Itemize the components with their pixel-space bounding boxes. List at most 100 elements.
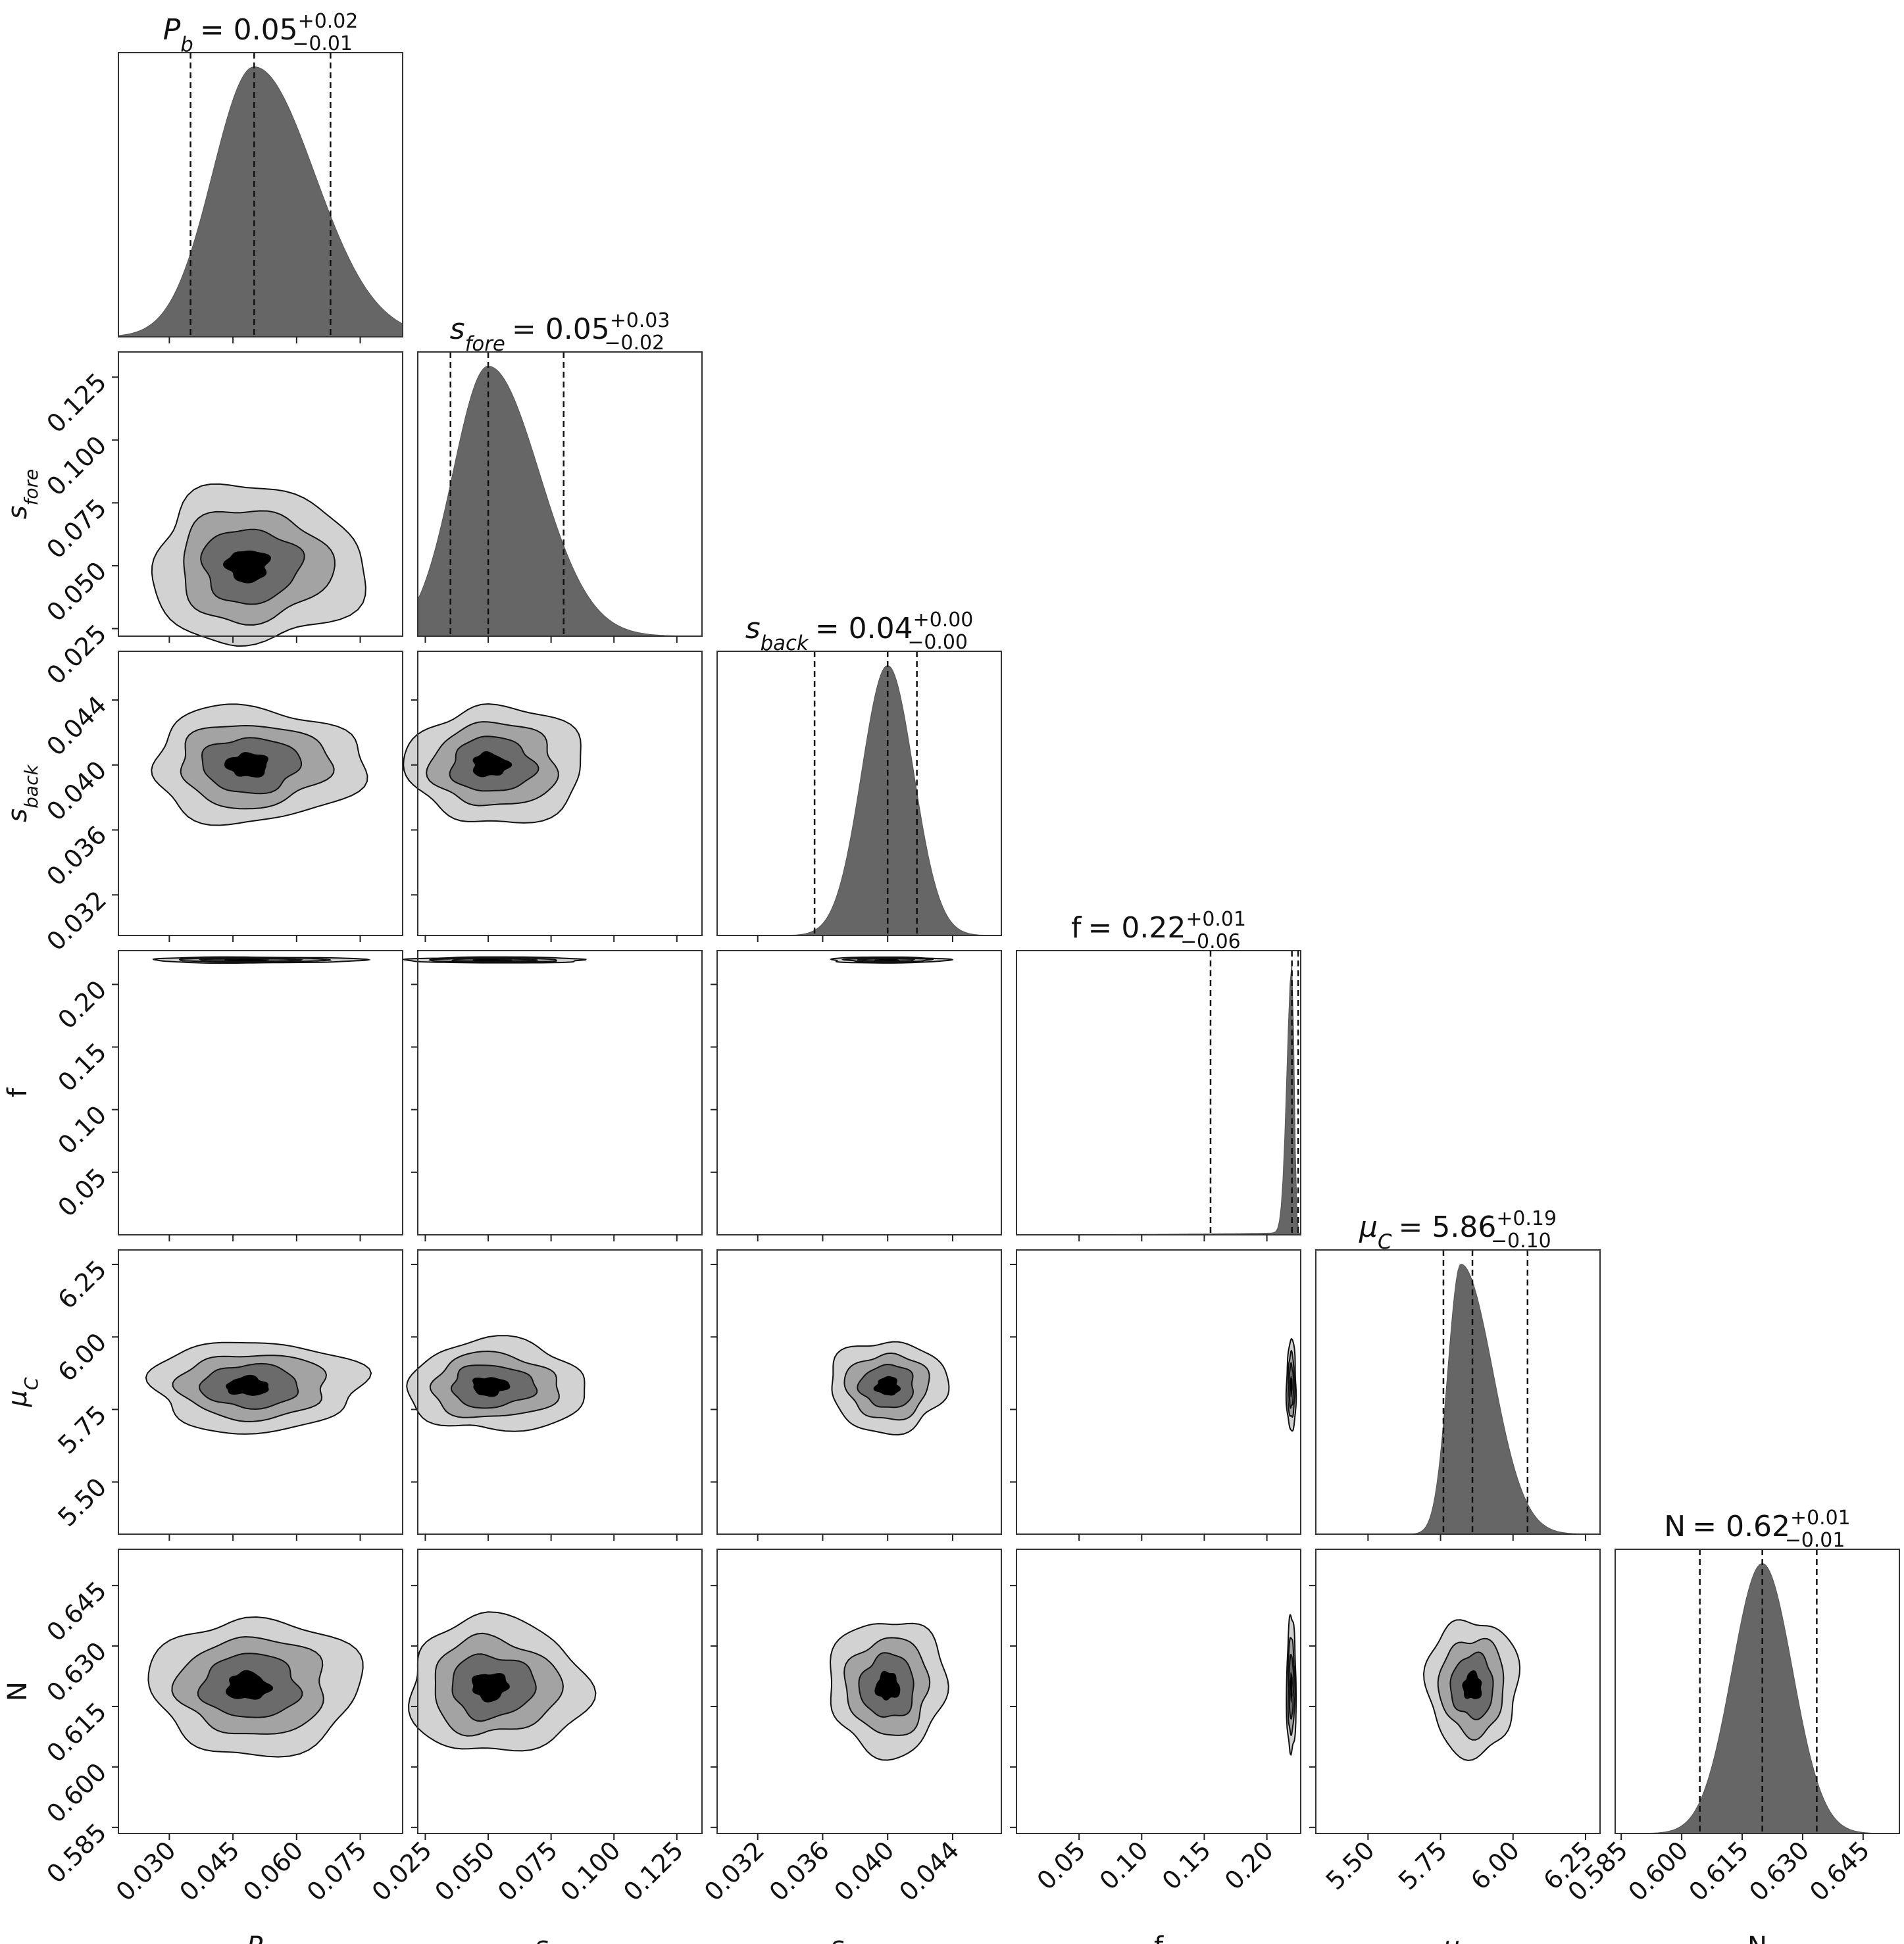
- title-minus-error: −0.10: [1491, 1230, 1551, 1253]
- panel-P_b-mu_C: 5.50 5.75 6.00 6.25: [52, 1249, 403, 1541]
- panel-f-mu_C: [1010, 1249, 1301, 1541]
- y-axis-label-s_back-main: s: [3, 809, 33, 822]
- y-axis-label-group: N: [3, 1682, 33, 1701]
- title-plus-error: +0.01: [1186, 908, 1246, 931]
- title-symbol: P: [163, 13, 181, 47]
- y-axis-label-mu_C-sub: C: [20, 1377, 42, 1390]
- y-tick-label: 6.25: [52, 1255, 112, 1314]
- contour-level-4: [226, 1374, 269, 1396]
- x-tick-label: 0.15: [1157, 1835, 1216, 1895]
- y-axis-label-group: μC: [3, 1377, 42, 1407]
- y-axis-label-mu_C: μC: [3, 1377, 42, 1407]
- panel-frame: [118, 651, 403, 936]
- contour-level-4: [222, 550, 272, 584]
- y-axis-label-s_fore: sfore: [3, 469, 42, 520]
- title-symbol: s: [745, 612, 761, 645]
- title-subscript: C: [1378, 1230, 1392, 1254]
- title-value: = 0.05: [512, 312, 610, 346]
- x-axis-label-N-main: N: [1747, 1932, 1767, 1944]
- panel-mu_C-N: 5.50 5.75 6.00 6.25: [1309, 1549, 1601, 1895]
- x-tick-label: 0.075: [492, 1835, 563, 1907]
- contour-level-4: [472, 959, 513, 961]
- title-value: = 0.22: [1088, 911, 1186, 945]
- contour-level-4: [874, 959, 900, 961]
- panel-frame: [417, 1549, 703, 1834]
- contour-level-4: [874, 1670, 901, 1701]
- x-tick-label: 0.075: [301, 1835, 372, 1907]
- x-axis-label-f: f: [1154, 1932, 1164, 1944]
- y-tick-label: 0.125: [41, 367, 112, 438]
- title-s_back: sback = 0.04+0.00 −0.00: [745, 609, 974, 655]
- title-value: = 5.86: [1399, 1210, 1497, 1244]
- contour-level-4: [873, 1376, 901, 1396]
- x-tick-label: 0.045: [174, 1835, 245, 1907]
- contour-level-4: [472, 751, 513, 778]
- title-value: = 0.05: [200, 13, 298, 47]
- title-value: = 0.04: [815, 612, 913, 645]
- x-tick-label: 0.10: [1094, 1835, 1154, 1895]
- x-tick-label: 0.615: [1683, 1835, 1754, 1907]
- y-tick-label: 0.615: [41, 1697, 112, 1768]
- histogram-s_fore: [417, 366, 703, 637]
- contour-level-4: [224, 959, 269, 961]
- y-tick-label: 0.075: [41, 493, 112, 564]
- y-axis-label-group: sfore: [3, 469, 42, 520]
- panel-frame: [417, 351, 703, 637]
- panel-frame: [1016, 1549, 1301, 1834]
- panel-s_back-f: [711, 950, 1002, 1241]
- panel-f-N: 0.05 0.10 0.15 0.20: [1010, 1549, 1301, 1895]
- histogram-mu_C: [1316, 1264, 1600, 1535]
- y-tick-label: 0.100: [41, 430, 112, 501]
- contour-level-4: [1462, 1670, 1482, 1699]
- contour-level-4: [1290, 1376, 1293, 1398]
- title-symbol: f: [1071, 911, 1082, 945]
- x-tick-label: 0.030: [111, 1835, 182, 1907]
- x-axis-label-s_fore-main: s: [535, 1932, 549, 1944]
- hist-panel-P_b: Pb = 0.05+0.02 −0.01: [118, 10, 403, 343]
- contour-level-4: [224, 752, 268, 778]
- panel-frame: [417, 1249, 703, 1535]
- histogram-f: [1016, 964, 1301, 1235]
- x-tick-label: 0.20: [1219, 1835, 1279, 1895]
- x-tick-label: 0.025: [366, 1835, 438, 1907]
- y-axis-label-f: f: [3, 1087, 33, 1097]
- title-symbol: μ: [1359, 1210, 1378, 1244]
- contour-level-4: [472, 1377, 511, 1397]
- x-tick-label: 0.125: [618, 1835, 689, 1907]
- panel-frame: [1016, 1249, 1301, 1535]
- y-axis-label-N-main: N: [3, 1682, 33, 1701]
- y-tick-label: 5.50: [52, 1472, 112, 1532]
- hist-panel-mu_C: μC = 5.86+0.19 −0.10: [1315, 1207, 1601, 1541]
- title-plus-error: +0.19: [1496, 1207, 1557, 1230]
- panel-s_fore-f: [402, 950, 703, 1241]
- y-axis-label-s_fore-main: s: [3, 505, 33, 519]
- histogram-s_back: [717, 665, 1001, 936]
- y-tick-label: 6.00: [52, 1327, 112, 1387]
- y-tick-label: 0.600: [41, 1757, 112, 1828]
- title-plus-error: +0.01: [1790, 1507, 1851, 1530]
- panel-frame: [118, 1249, 403, 1535]
- panel-frame: [118, 52, 403, 337]
- y-tick-label: 0.05: [52, 1162, 112, 1222]
- panel-frame: [1315, 1549, 1601, 1834]
- title-symbol: N: [1664, 1510, 1686, 1543]
- panel-frame: [716, 1549, 1002, 1834]
- panel-frame: [417, 651, 703, 936]
- title-plus-error: +0.00: [913, 609, 974, 632]
- x-axis-label-s_fore: sfore: [535, 1932, 586, 1944]
- x-axis-label-f-main: f: [1154, 1932, 1164, 1944]
- x-axis-label-N: N: [1747, 1932, 1767, 1944]
- title-mu_C: μC = 5.86+0.19 −0.10: [1359, 1207, 1557, 1254]
- y-tick-label: 0.630: [41, 1636, 112, 1707]
- title-minus-error: −0.00: [907, 631, 968, 654]
- hist-panel-N: N = 0.62+0.01 −0.010.5850.6000.6150.6300.6…: [1563, 1507, 1900, 1907]
- x-tick-label: 5.50: [1320, 1835, 1380, 1895]
- x-axis-label-mu_C: μC: [1442, 1932, 1472, 1944]
- title-value: = 0.62: [1692, 1510, 1790, 1543]
- title-minus-error: −0.01: [1785, 1529, 1845, 1552]
- hist-panel-s_back: sback = 0.04+0.00 −0.00: [716, 609, 1002, 942]
